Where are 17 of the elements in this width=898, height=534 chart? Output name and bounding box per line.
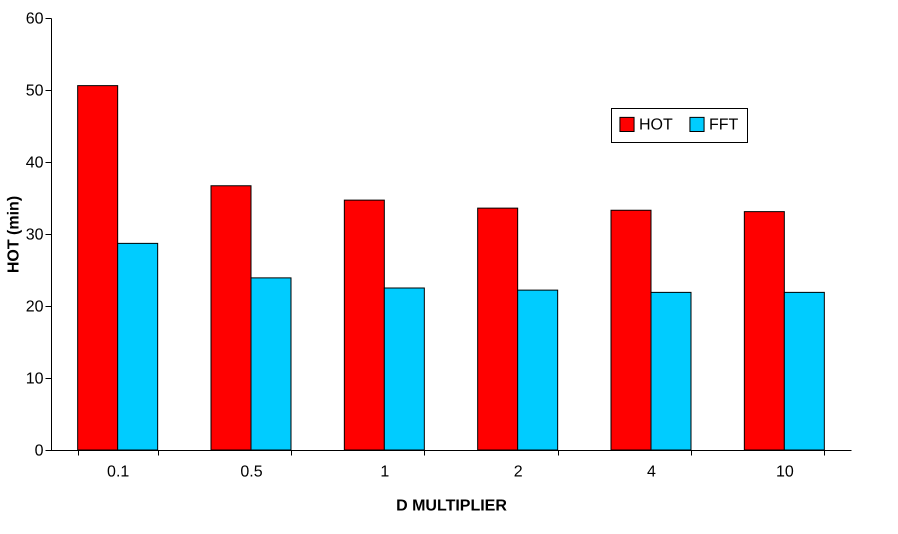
x-tick-label: 0.5 xyxy=(240,464,263,480)
y-axis-title: HOT (min) xyxy=(6,196,23,274)
y-tick-label: 0 xyxy=(34,442,44,460)
y-tick-label: 10 xyxy=(26,370,44,388)
legend-label: HOT xyxy=(639,116,673,134)
y-tick-label: 50 xyxy=(26,82,44,100)
y-tick-label: 30 xyxy=(26,226,44,244)
y-tick-label: 60 xyxy=(26,10,44,28)
legend-label: FFT xyxy=(709,116,739,134)
x-tick-label: 4 xyxy=(647,464,656,480)
x-tick-label: 0.1 xyxy=(107,464,130,480)
x-tick-label: 2 xyxy=(514,464,523,480)
x-axis-title: D MULTIPLIER xyxy=(396,498,508,514)
x-tick-label: 1 xyxy=(380,464,390,480)
y-tick-label: 20 xyxy=(26,298,44,316)
y-tick-label: 40 xyxy=(26,154,44,172)
x-tick-label: 10 xyxy=(776,464,794,480)
